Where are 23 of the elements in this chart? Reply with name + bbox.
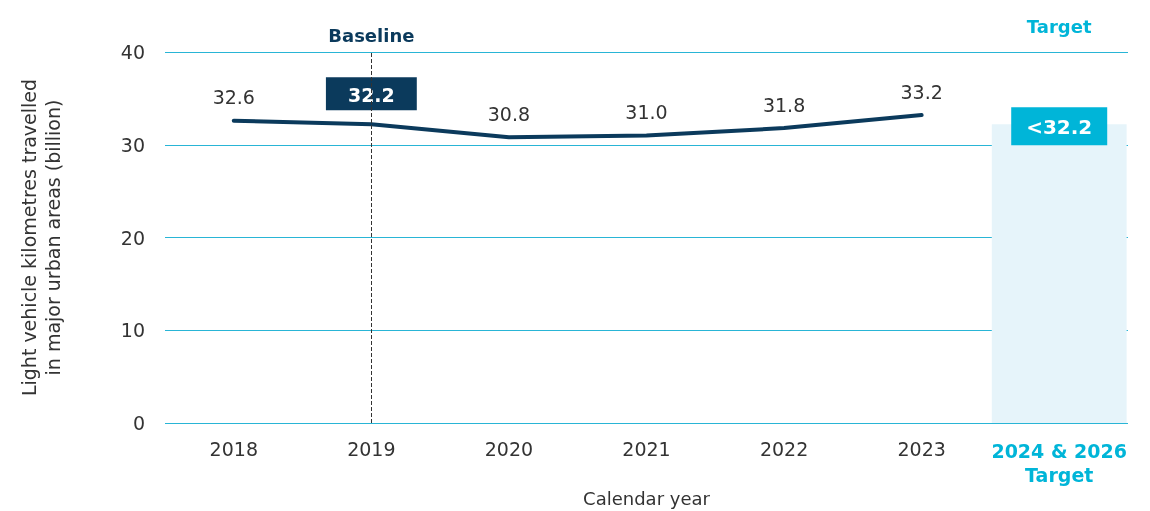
data-label: <32.2: [1026, 115, 1093, 140]
data-label: 31.8: [762, 93, 806, 116]
data-label: 32.2: [347, 83, 395, 106]
x-tick-label: 2021: [622, 437, 671, 460]
x-axis-title: Calendar year: [583, 487, 711, 509]
x-tick-label: 2019: [347, 437, 396, 460]
y-tick-label: 40: [120, 41, 145, 63]
ref-line-label: Baseline: [328, 24, 415, 46]
data-label: 30.8: [487, 102, 531, 125]
x-tick-label: 2023: [897, 437, 946, 460]
x-tick-label: 2022: [759, 437, 809, 460]
data-label: 33.2: [900, 80, 943, 103]
y-tick-label: 30: [120, 133, 145, 156]
data-label: 31.0: [625, 100, 668, 123]
y-tick-label: 0: [132, 412, 145, 434]
y-axis-title: Light vehicle kilometres travelled in major urban areas (billion): [18, 78, 64, 397]
y-tick-label: 20: [120, 226, 145, 249]
x-tick-label: 2024 & 2026 Target: [991, 440, 1127, 486]
x-tick-label: 2020: [484, 437, 534, 460]
text: Target: [1026, 15, 1092, 37]
x-tick-label: 2018: [209, 437, 258, 460]
y-tick-label: 10: [120, 319, 145, 342]
data-label: 32.6: [212, 86, 255, 109]
